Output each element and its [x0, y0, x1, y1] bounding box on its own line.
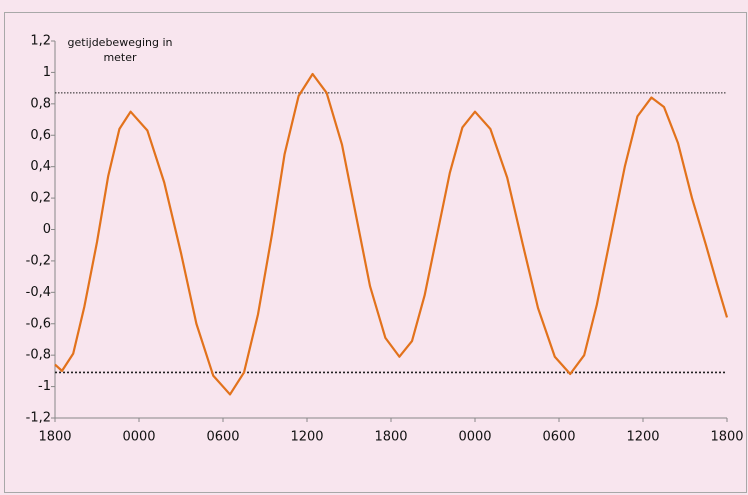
- y-tick-label: -0,4: [26, 285, 51, 300]
- x-tick-label: 1200: [290, 430, 323, 445]
- y-tick-label: -0,6: [26, 316, 51, 331]
- y-tick-label: 0,6: [30, 128, 51, 143]
- chart-title: meter: [103, 51, 137, 64]
- chart-title: getijdebeweging in: [68, 36, 173, 49]
- y-tick-label: -1: [38, 379, 51, 394]
- y-tick-label: 0,8: [30, 96, 51, 111]
- x-tick-label: 1800: [38, 430, 71, 445]
- y-tick-label: -0,2: [26, 253, 51, 268]
- y-tick-label: -1,2: [26, 411, 51, 426]
- x-tick-label: 0000: [458, 430, 491, 445]
- x-tick-label: 1800: [710, 430, 743, 445]
- chart-border: [4, 12, 747, 493]
- y-tick-label: 1,2: [30, 34, 51, 49]
- y-tick-label: 0,2: [30, 191, 51, 206]
- y-tick-label: 1: [43, 65, 51, 80]
- y-tick-label: 0,4: [30, 159, 51, 174]
- y-tick-label: 0: [43, 222, 51, 237]
- x-tick-label: 1200: [626, 430, 659, 445]
- x-tick-label: 0600: [206, 430, 239, 445]
- x-tick-label: 1800: [374, 430, 407, 445]
- y-tick-label: -0,8: [26, 348, 51, 363]
- x-tick-label: 0600: [542, 430, 575, 445]
- x-tick-label: 0000: [122, 430, 155, 445]
- tide-line: [54, 72, 729, 396]
